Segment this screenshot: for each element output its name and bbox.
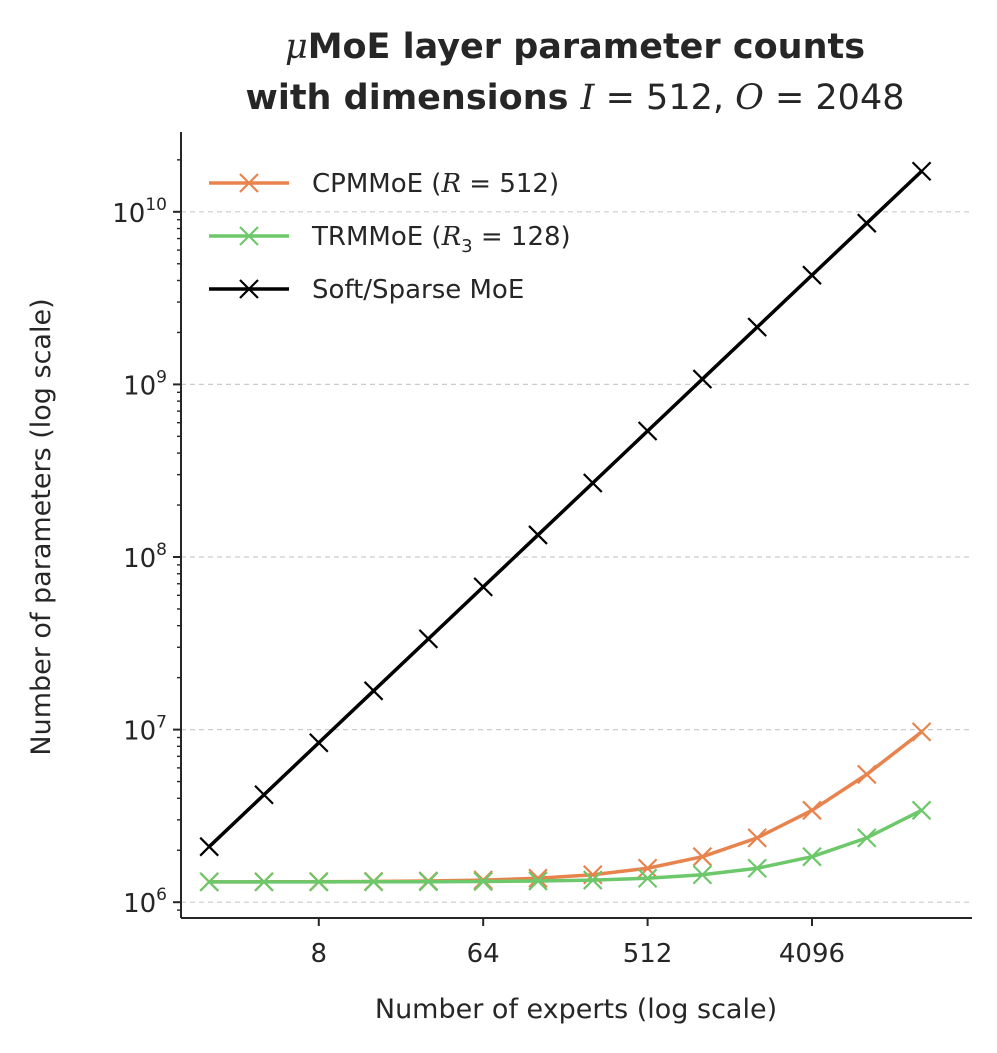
data-point-marker <box>528 525 548 545</box>
data-point-marker <box>637 868 658 889</box>
data-point-marker <box>911 161 932 182</box>
y-tick-label: 109 <box>123 367 167 401</box>
x-tick-label: 512 <box>623 939 673 969</box>
data-point-marker <box>418 871 439 892</box>
legend-item: Soft/Sparse MoE <box>209 275 524 305</box>
data-point-marker <box>418 629 439 649</box>
x-tick-label: 4096 <box>779 939 845 969</box>
y-tick-exponent: 10 <box>145 195 167 215</box>
data-point-marker <box>254 872 274 892</box>
data-point-marker <box>637 858 658 879</box>
title-var-o: O <box>735 78 764 118</box>
data-point-marker <box>911 800 932 821</box>
legend-label: Soft/Sparse MoE <box>312 275 524 305</box>
data-point-marker <box>857 764 877 785</box>
y-tick-base: 10 <box>112 199 145 229</box>
y-tick-label: 106 <box>123 885 167 919</box>
data-point-marker <box>747 317 767 337</box>
legend-item: TRMMoE (R3 = 128) <box>209 222 571 257</box>
data-point-marker <box>254 784 274 805</box>
y-tick-exponent: 6 <box>156 885 167 905</box>
series-soft-sparse-moe <box>199 161 932 857</box>
legend-marker <box>239 279 259 299</box>
data-point-marker <box>528 871 548 891</box>
title-eq-i: = 512, <box>594 78 735 118</box>
data-point-marker <box>857 213 877 233</box>
y-tick-base: 10 <box>123 717 156 747</box>
data-point-marker <box>747 858 767 879</box>
data-point-marker <box>692 846 713 867</box>
data-point-marker <box>473 577 493 597</box>
y-tick-base: 10 <box>123 544 156 574</box>
y-tick-base: 10 <box>123 889 156 919</box>
x-tick-label: 8 <box>311 939 328 969</box>
data-point-marker <box>199 872 219 892</box>
title-line1-text: MoE layer parameter counts <box>308 27 865 67</box>
data-point-marker <box>583 870 603 890</box>
y-tick-exponent: 9 <box>156 367 167 387</box>
series-line <box>209 808 923 884</box>
title-mu-symbol: μ <box>285 27 308 67</box>
y-tick-label: 107 <box>123 713 167 747</box>
legend-marker <box>239 173 259 193</box>
data-point-marker <box>473 871 493 892</box>
title-var-i: I <box>580 78 596 118</box>
legend: CPMMoE (R = 512) TRMMoE (R3 = 128) Soft/Sp… <box>209 169 571 305</box>
y-axis-label: Number of parameters (log scale) <box>26 298 57 755</box>
grid <box>181 211 972 903</box>
data-point-marker <box>857 828 877 848</box>
chart-title-line1: μMoE layer parameter counts <box>285 27 865 67</box>
series-cpmmoe <box>199 722 932 892</box>
data-point-marker <box>747 828 767 848</box>
title-eq-o: = 2048 <box>764 78 905 118</box>
x-axis-ticks: 8 64 512 4096 <box>311 918 845 969</box>
x-axis-label: Number of experts (log scale) <box>375 994 777 1025</box>
legend-label: CPMMoE (R = 512) <box>312 169 559 199</box>
y-tick-label: 108 <box>123 540 167 574</box>
data-point-marker <box>199 836 219 857</box>
data-point-marker <box>802 265 822 285</box>
y-tick-label: 1010 <box>112 195 167 229</box>
x-tick-label: 64 <box>467 939 500 969</box>
data-point-marker <box>802 846 822 867</box>
data-point-marker <box>802 800 822 821</box>
legend-label: TRMMoE (R3 = 128) <box>311 222 571 257</box>
data-point-marker <box>309 872 329 892</box>
y-tick-exponent: 7 <box>156 713 167 733</box>
y-tick-base: 10 <box>123 371 156 401</box>
legend-item: CPMMoE (R = 512) <box>209 169 559 199</box>
data-point-marker <box>363 872 384 892</box>
data-point-marker <box>692 369 713 389</box>
series-trmmoe <box>199 800 932 892</box>
data-point-marker <box>911 722 932 742</box>
data-point-marker <box>692 865 713 885</box>
data-point-marker <box>309 732 329 753</box>
data-point-marker <box>637 421 658 441</box>
data-point-marker <box>363 681 384 701</box>
data-point-marker <box>583 473 603 493</box>
y-tick-exponent: 8 <box>156 540 167 560</box>
title-line2-text: with dimensions <box>246 78 569 118</box>
chart-title-line2: with dimensions I = 512, O = 2048 <box>246 78 905 118</box>
series-layer <box>199 161 932 892</box>
data-point-marker <box>528 868 548 889</box>
legend-marker <box>239 226 259 246</box>
